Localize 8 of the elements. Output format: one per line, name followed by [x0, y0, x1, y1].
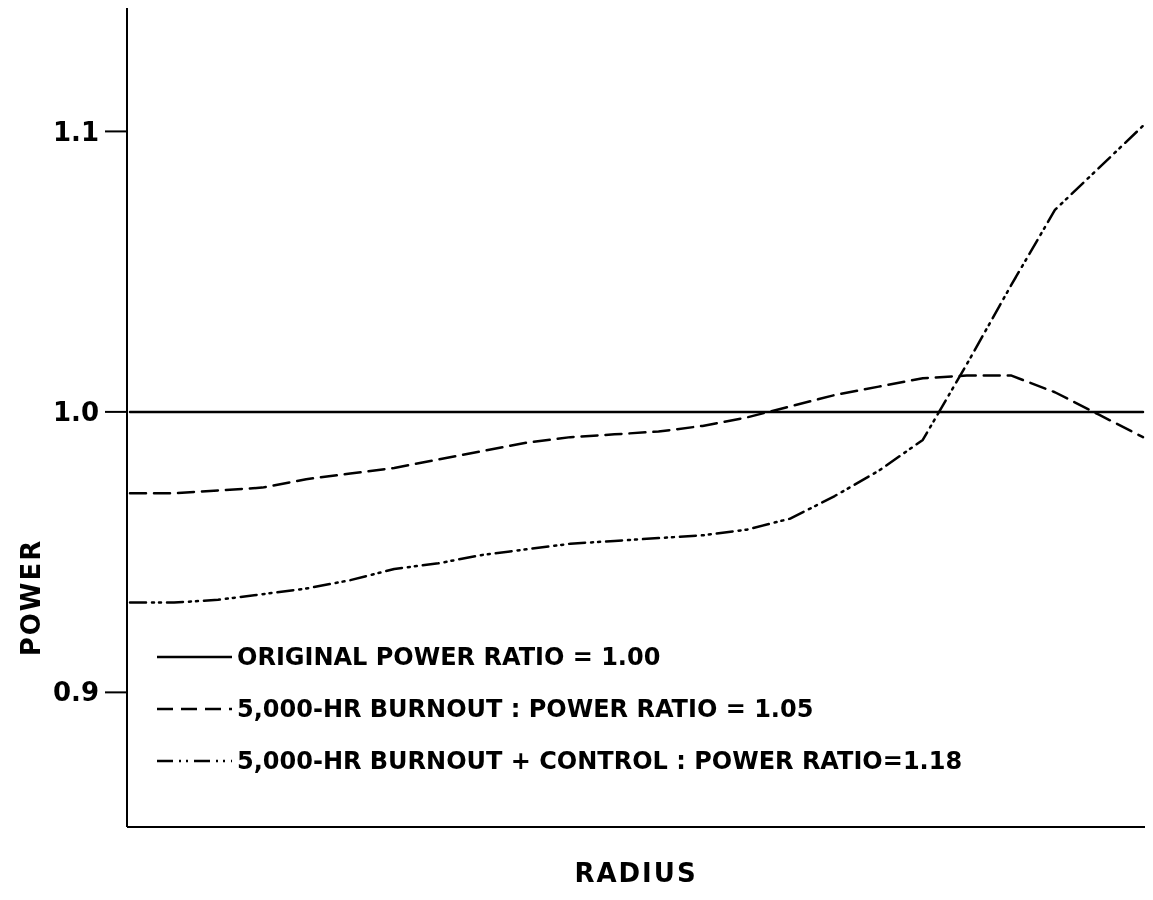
legend-label: ORIGINAL POWER RATIO = 1.00 [237, 643, 661, 672]
y-tick-label: 1.0 [52, 396, 99, 427]
y-tick-label: 1.1 [52, 116, 99, 147]
y-tick-label: 0.9 [52, 677, 99, 708]
y-axis-title: POWER [16, 538, 46, 657]
x-axis-title: RADIUS [574, 858, 698, 888]
legend-label: 5,000-HR BURNOUT + CONTROL : POWER RATIO=1.18 [237, 747, 963, 776]
legend-label: 5,000-HR BURNOUT : POWER RATIO = 1.05 [237, 695, 814, 724]
